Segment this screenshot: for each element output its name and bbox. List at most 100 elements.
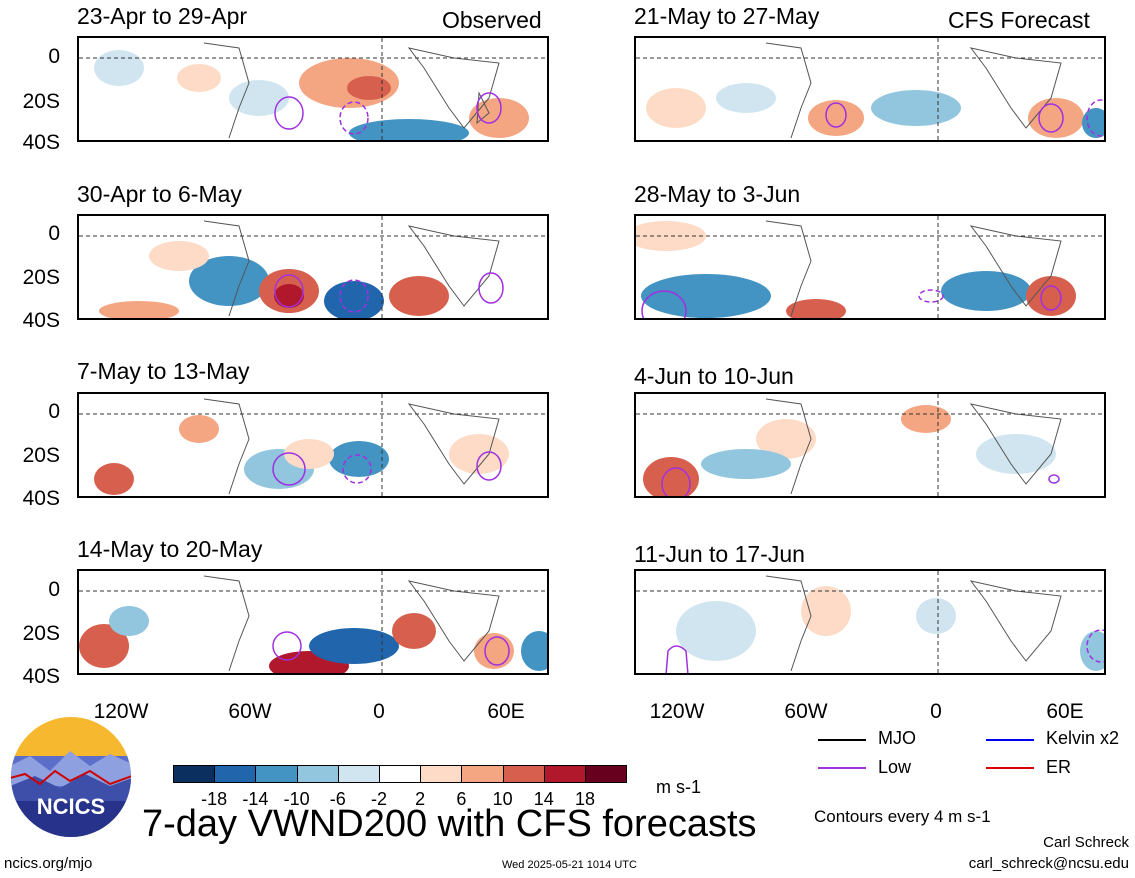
vwnd-field-map	[636, 571, 1104, 673]
vwnd-field-map	[79, 38, 547, 140]
land-outline	[203, 220, 500, 317]
vwnd-shading	[99, 241, 449, 318]
colorbar-tick-label: -14	[242, 789, 269, 809]
legend-kelvin-line	[986, 739, 1034, 741]
vwnd-shading	[643, 405, 1056, 496]
land-outline	[765, 398, 1062, 495]
legend-er-label: ER	[1046, 757, 1072, 777]
x-axis-label-60w-fc: 60W	[784, 700, 828, 723]
observed-map-panel-2	[77, 214, 549, 320]
observed-panel-1-title: 23-Apr to 29-Apr	[77, 3, 248, 29]
y-axis-label-0-obs-4: 0	[48, 578, 60, 601]
observed-label: Observed	[442, 7, 542, 33]
observed-map-panel-4	[77, 569, 549, 675]
vwnd-field-map	[79, 216, 547, 318]
y-axis-label-20s-obs-1: 20S	[22, 90, 60, 113]
y-axis-label-0-obs-1: 0	[48, 45, 60, 68]
low-contours	[661, 467, 1060, 496]
colorbar-tick-label: 6	[456, 789, 467, 809]
colorbar-swatch	[420, 765, 463, 783]
colorbar-swatch	[337, 765, 380, 783]
vwnd-shading	[636, 221, 1076, 318]
figure-title: 7-day VWND200 with CFS forecasts	[142, 803, 757, 845]
land-outline	[203, 575, 500, 672]
colorbar-swatch	[214, 765, 257, 783]
low-contours	[825, 99, 1104, 137]
x-axis-label-120w-fc: 120W	[649, 700, 705, 723]
forecast-map-panel-4	[634, 569, 1106, 675]
vwnd-shading	[646, 83, 1104, 138]
y-axis-label-40s-obs-2: 40S	[22, 309, 60, 332]
y-axis-label-40s-obs-3: 40S	[22, 487, 60, 510]
low-contours	[272, 451, 502, 486]
legend-low-line	[818, 767, 866, 769]
vwnd-field-map	[636, 38, 1104, 140]
colorbar-swatch	[255, 765, 298, 783]
observed-panel-3-title: 7-May to 13-May	[77, 358, 250, 384]
vwnd-field-map	[79, 394, 547, 496]
low-contours	[665, 629, 1104, 673]
colorbar-tick-label: 14	[533, 789, 554, 809]
colorbar-tick-label: -2	[370, 789, 387, 809]
forecast-map-panel-1	[634, 36, 1106, 142]
vwnd-field-map	[79, 571, 547, 673]
forecast-panel-1-title: 21-May to 27-May	[634, 3, 820, 29]
colorbar-tick-label: 18	[574, 789, 596, 809]
observed-panel-4-title: 14-May to 20-May	[77, 536, 263, 562]
land-outline	[765, 42, 1062, 139]
colorbar-swatch	[461, 765, 504, 783]
vwnd-shading	[79, 606, 547, 673]
low-contours	[274, 272, 504, 313]
y-axis-label-40s-obs-4: 40S	[22, 665, 60, 688]
y-axis-label-20s-obs-3: 20S	[22, 444, 60, 467]
colorbar-swatch	[543, 765, 586, 783]
low-contours	[274, 92, 502, 135]
observed-panel-2-title: 30-Apr to 6-May	[77, 181, 242, 207]
vwnd-shading	[676, 586, 1104, 671]
footer-url[interactable]: ncics.org/mjo	[4, 855, 93, 872]
low-contours	[272, 631, 510, 666]
y-axis-label-20s-obs-4: 20S	[22, 622, 60, 645]
observed-map-panel-1	[77, 36, 549, 142]
contour-note: Contours every 4 m s-1	[814, 807, 991, 826]
x-axis-label-60w-obs: 60W	[228, 700, 272, 723]
y-axis-label-0-obs-3: 0	[48, 400, 60, 423]
y-axis-label-0-obs-2: 0	[48, 222, 60, 245]
land-outline	[765, 575, 1062, 672]
legend-low-label: Low	[878, 757, 912, 777]
colorbar-swatch	[379, 765, 422, 783]
colorbar-swatch	[296, 765, 339, 783]
footer-email[interactable]: carl_schreck@ncsu.edu	[968, 855, 1129, 872]
vwnd-shading	[94, 50, 529, 140]
legend-mjo-line	[818, 739, 866, 741]
colorbar-swatch	[502, 765, 545, 783]
x-axis-label-60e-fc: 60E	[1046, 700, 1084, 723]
footer-author: Carl Schreck	[1043, 834, 1129, 851]
vwnd-shading	[94, 415, 509, 495]
land-outline	[203, 42, 500, 139]
forecast-panel-2-title: 28-May to 3-Jun	[634, 181, 801, 207]
legend-kelvin-label: Kelvin x2	[1046, 728, 1120, 748]
y-axis-label-20s-obs-2: 20S	[22, 266, 60, 289]
footer-timestamp: Wed 2025-05-21 1014 UTC	[502, 859, 637, 871]
colorbar-swatch	[173, 765, 216, 783]
colorbar-tick-label: -18	[201, 789, 228, 809]
x-axis-label-0-obs: 0	[373, 700, 385, 723]
vwnd-field-map	[636, 216, 1104, 318]
forecast-panel-3-title: 4-Jun to 10-Jun	[634, 363, 794, 389]
forecast-map-panel-3	[634, 392, 1106, 498]
colorbar-swatch	[585, 765, 628, 783]
colorbar-tick-label: 10	[492, 789, 513, 809]
observed-map-panel-3	[77, 392, 549, 498]
legend-mjo-label: MJO	[878, 728, 916, 748]
x-axis-label-0-fc: 0	[930, 700, 942, 723]
colorbar-tick-label: -10	[283, 789, 310, 809]
x-axis-label-60e-obs: 60E	[487, 700, 525, 723]
land-outline	[765, 220, 1062, 317]
colorbar-units: m s-1	[656, 777, 701, 797]
x-axis-label-120w-obs: 120W	[93, 700, 149, 723]
low-contours	[641, 285, 1062, 318]
colorbar-tick-label: -6	[329, 789, 346, 809]
colorbar-tick-label: 2	[415, 789, 426, 809]
vwnd-field-map	[636, 394, 1104, 496]
